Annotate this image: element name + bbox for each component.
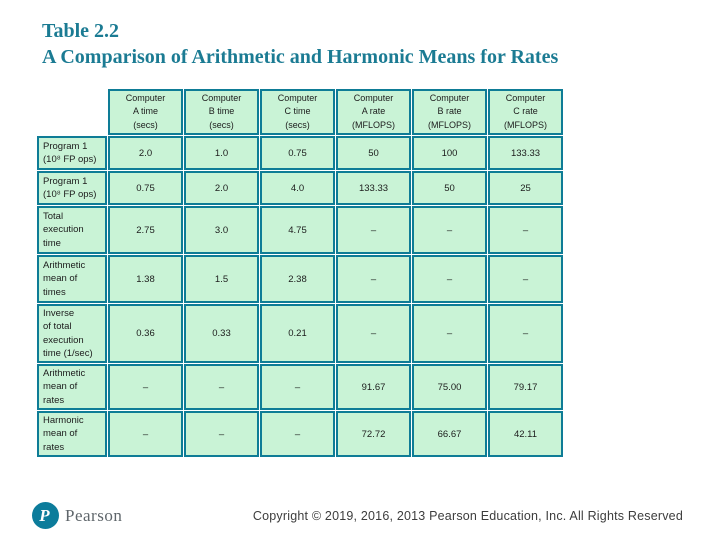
column-header-computer-b-rate: Computer B rate (MFLOPS) [412,89,487,135]
table-cell: – [488,255,563,303]
table-row-arithmetic-mean-times: Arithmetic mean of times 1.38 1.5 2.38 –… [37,255,563,303]
comparison-table: Computer A time (secs) Computer B time (… [36,88,564,458]
table-cell: – [412,304,487,364]
table-cell: – [336,255,411,303]
table-cell: 25 [488,171,563,205]
table-cell: – [488,206,563,254]
column-header-computer-b-time: Computer B time (secs) [184,89,259,135]
table-cell: 50 [412,171,487,205]
table-caption-heading: A Comparison of Arithmetic and Harmonic … [42,46,559,69]
pearson-logo-icon: P [32,502,59,529]
table-cell: 4.75 [260,206,335,254]
table-cell: 50 [336,136,411,170]
table-row-total-execution-time: Total execution time 2.75 3.0 4.75 – – – [37,206,563,254]
table-cell: 2.0 [184,171,259,205]
table-cell: 4.0 [260,171,335,205]
table-cell: 100 [412,136,487,170]
column-header-computer-c-rate: Computer C rate (MFLOPS) [488,89,563,135]
table-cell: – [260,411,335,457]
row-label: Program 1 (10⁸ FP ops) [37,136,107,170]
table-cell: – [184,411,259,457]
table-cell: 1.5 [184,255,259,303]
table-cell: 66.67 [412,411,487,457]
table-header-row: Computer A time (secs) Computer B time (… [37,89,563,135]
table-cell: 91.67 [336,364,411,411]
table-cell: – [108,411,183,457]
table-cell: 0.75 [260,136,335,170]
slide-title: Table 2.2 A Comparison of Arithmetic and… [42,18,558,71]
copyright-text: Copyright © 2019, 2016, 2013 Pearson Edu… [252,509,683,523]
row-label: Total execution time [37,206,107,254]
row-label: Inverse of total execution time (1/sec) [37,304,107,364]
table-cell: – [184,364,259,411]
table-cell: – [412,255,487,303]
table-cell: 2.75 [108,206,183,254]
row-label: Harmonic mean of rates [37,411,107,457]
pearson-wordmark: Pearson [65,505,123,525]
pearson-logo: P Pearson [32,502,122,529]
table-cell: 133.33 [336,171,411,205]
comparison-table-container: Computer A time (secs) Computer B time (… [36,88,564,458]
table-cell: 72.72 [336,411,411,457]
table-row-program1b: Program 1 (10⁸ FP ops) 0.75 2.0 4.0 133.… [37,171,563,205]
table-row-arithmetic-mean-rates: Arithmetic mean of rates – – – 91.67 75.… [37,364,563,411]
column-header-computer-a-rate: Computer A rate (MFLOPS) [336,89,411,135]
table-cell: 0.75 [108,171,183,205]
table-cell: 42.11 [488,411,563,457]
table-cell: 0.36 [108,304,183,364]
table-cell: 1.38 [108,255,183,303]
table-cell: 0.21 [260,304,335,364]
table-number-heading: Table 2.2 [42,20,120,42]
table-cell: 2.0 [108,136,183,170]
table-row-program1a: Program 1 (10⁸ FP ops) 2.0 1.0 0.75 50 1… [37,136,563,170]
table-cell: – [412,206,487,254]
table-row-harmonic-mean-rates: Harmonic mean of rates – – – 72.72 66.67… [37,411,563,457]
table-row-inverse-total-time: Inverse of total execution time (1/sec) … [37,304,563,364]
corner-blank-cell [37,89,107,135]
table-cell: 2.38 [260,255,335,303]
column-header-computer-a-time: Computer A time (secs) [108,89,183,135]
table-cell: – [488,304,563,364]
table-cell: 0.33 [184,304,259,364]
table-cell: – [260,364,335,411]
table-cell: 3.0 [184,206,259,254]
table-cell: 79.17 [488,364,563,411]
table-cell: 133.33 [488,136,563,170]
pearson-logo-letter: P [39,506,50,525]
table-cell: 75.00 [412,364,487,411]
column-header-computer-c-time: Computer C time (secs) [260,89,335,135]
row-label: Arithmetic mean of times [37,255,107,303]
table-cell: – [108,364,183,411]
table-cell: 1.0 [184,136,259,170]
row-label: Program 1 (10⁸ FP ops) [37,171,107,205]
table-cell: – [336,206,411,254]
row-label: Arithmetic mean of rates [37,364,107,411]
table-cell: – [336,304,411,364]
